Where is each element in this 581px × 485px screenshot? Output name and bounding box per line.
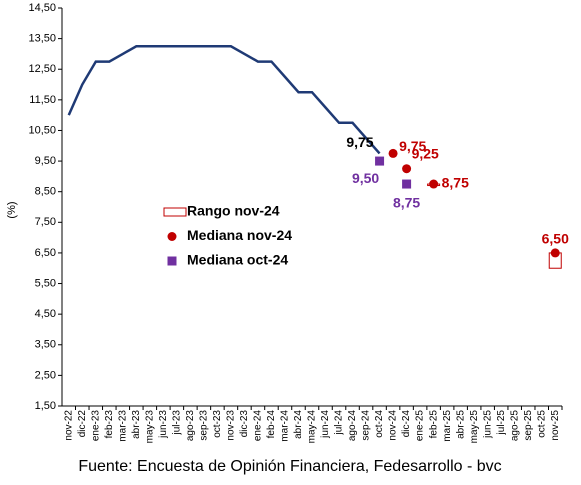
median-dot: [388, 148, 398, 158]
y-tick-label: 14,50: [28, 2, 56, 14]
line: [67, 45, 381, 155]
x-tick-label: nov-23: [226, 410, 237, 441]
x-tick-label: may-25: [469, 410, 480, 444]
x-tick-label: jul-23: [172, 410, 183, 436]
y-tick-label: 2,50: [35, 369, 56, 381]
data-label: 8,75: [442, 175, 469, 191]
x-tick-label: jun-24: [320, 410, 331, 439]
y-tick-label: 9,50: [35, 155, 56, 167]
x-tick-label: mar-25: [442, 410, 453, 442]
y-tick-label: 3,50: [35, 339, 56, 351]
y-tick-label: 11,50: [29, 94, 56, 106]
data-label: 9,75: [346, 134, 373, 150]
legend-label: Mediana nov-24: [187, 227, 292, 243]
y-tick-label: 8,50: [35, 186, 56, 198]
x-tick-label: oct-25: [536, 410, 547, 438]
y-tick-label: 10,50: [28, 124, 56, 136]
data-label: 8,75: [393, 195, 420, 211]
source: Fuente: Encuesta de Opinión Financiera, …: [78, 458, 501, 475]
x-tick-label: nov-25: [550, 410, 561, 441]
data-label: 9,25: [412, 145, 439, 161]
median-square: [402, 179, 412, 189]
x-tick-label: jun-25: [482, 410, 493, 439]
x-tick-label: jul-24: [334, 410, 345, 436]
x-tick-label: mar-24: [280, 410, 291, 442]
y-tick-label: 5,50: [35, 277, 56, 289]
x-tick-label: jun-23: [158, 410, 169, 439]
y-tick-label: 7,50: [35, 216, 56, 228]
data-label: 9,50: [352, 170, 379, 186]
y-tick-label: 12,50: [28, 63, 56, 75]
x-tick-label: may-23: [144, 410, 155, 444]
x-tick-label: oct-23: [212, 410, 223, 438]
x-tick-label: may-24: [307, 410, 318, 444]
data-label: 6,50: [542, 231, 569, 247]
x-tick-label: oct-24: [374, 410, 385, 438]
x-tick-label: ago-23: [185, 410, 196, 442]
x-tick-label: dic-23: [239, 410, 250, 438]
median-dot: [429, 179, 439, 189]
legend-swatch: [163, 207, 187, 217]
x-tick-label: nov-24: [388, 410, 399, 441]
median-dot: [550, 248, 560, 258]
y-tick-label: 1,50: [35, 400, 56, 412]
x-tick-label: sep-25: [523, 410, 534, 441]
data-label: 9,75: [399, 138, 426, 154]
x-tick-label: feb-25: [428, 410, 439, 439]
x-tick-label: ene-24: [253, 410, 264, 442]
x-tick-label: sep-23: [199, 410, 210, 441]
x-tick-label: abr-24: [293, 410, 304, 439]
legend-label: Mediana oct-24: [187, 252, 288, 268]
x-tick-label: ago-24: [347, 410, 358, 442]
x-tick-label: feb-23: [104, 410, 115, 439]
x-tick-label: dic-24: [401, 410, 412, 438]
median-square: [375, 156, 385, 166]
x-tick-label: sep-24: [361, 410, 372, 441]
y-tick-label: 4,50: [35, 308, 56, 320]
x-tick-label: ene-25: [415, 410, 426, 442]
legend-label: Rango nov-24: [187, 203, 280, 219]
x-tick-label: ago-25: [509, 410, 520, 442]
x-tick-label: feb-24: [266, 410, 277, 439]
median-dot: [402, 164, 412, 174]
x-tick-label: dic-22: [77, 410, 88, 438]
y-tick-label: 13,50: [28, 33, 56, 45]
x-tick-label: mar-23: [117, 410, 128, 442]
x-tick-label: nov-22: [63, 410, 74, 441]
x-tick-label: jul-25: [496, 410, 507, 436]
x-tick-label: abr-23: [131, 410, 142, 439]
x-tick-label: abr-25: [455, 410, 466, 439]
legend-swatch: [167, 232, 177, 241]
x-tick-label: ene-23: [90, 410, 101, 442]
legend-swatch: [167, 256, 177, 266]
y-axis-label: (%): [6, 201, 18, 218]
y-tick-label: 6,50: [35, 247, 56, 259]
